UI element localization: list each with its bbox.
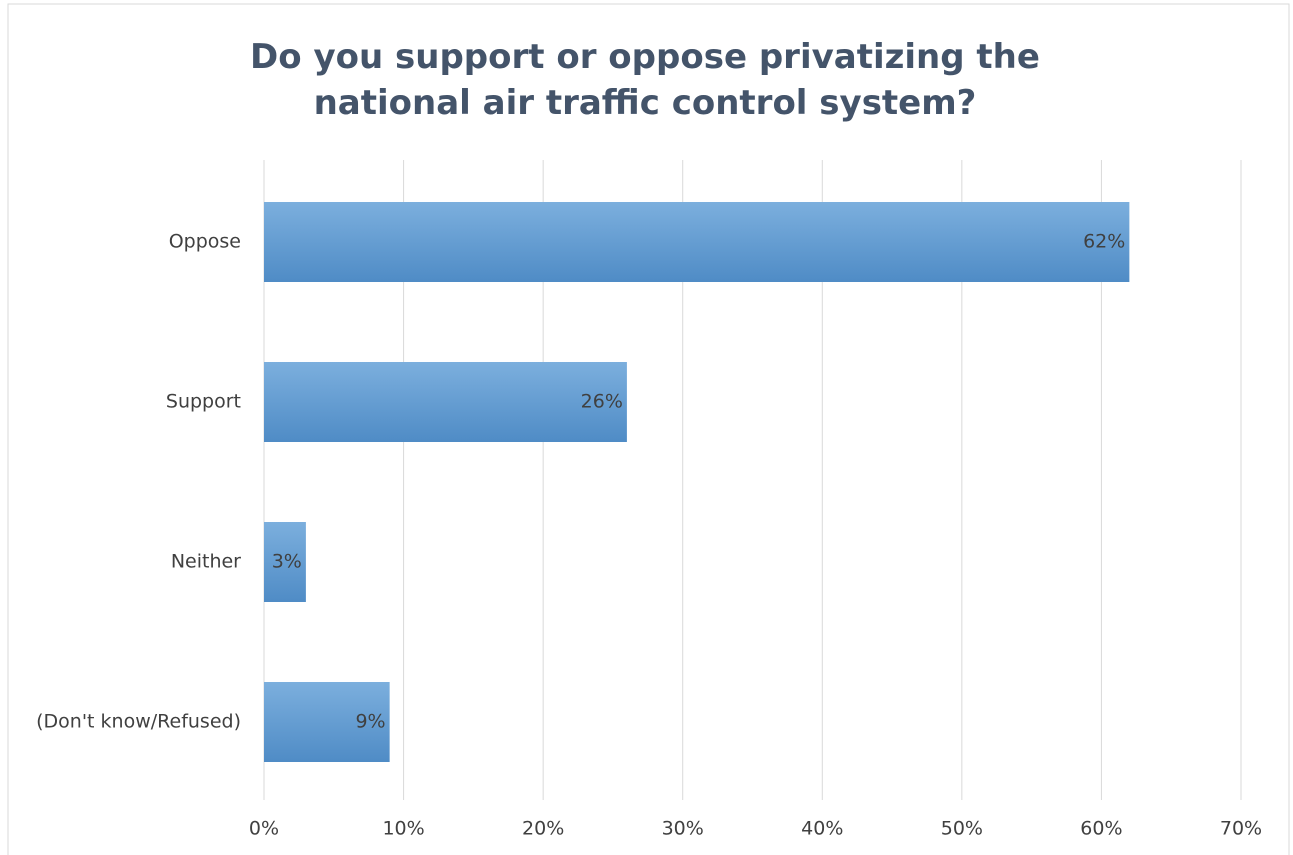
data-label: 3%	[272, 551, 302, 573]
bar-shade	[264, 362, 627, 442]
x-tick-label: 0%	[249, 818, 279, 840]
data-label: 62%	[1083, 231, 1125, 253]
x-tick-label: 40%	[801, 818, 843, 840]
bar-shade	[264, 522, 306, 602]
x-tick-label: 30%	[662, 818, 704, 840]
bar-shade	[264, 682, 390, 762]
y-tick-label: Neither	[171, 551, 241, 573]
x-tick-label: 60%	[1080, 818, 1122, 840]
chart-title: Do you support or oppose privatizing the…	[250, 37, 1040, 123]
chart-frame	[7, 3, 1290, 855]
x-tick-label: 50%	[941, 818, 983, 840]
bar-shade	[264, 202, 1130, 282]
y-tick-label: Support	[166, 391, 241, 413]
x-tick-label: 10%	[382, 818, 424, 840]
data-label: 9%	[355, 711, 385, 733]
x-tick-label: 20%	[522, 818, 564, 840]
y-tick-label: (Don't know/Refused)	[36, 711, 241, 733]
x-tick-label: 70%	[1220, 818, 1262, 840]
y-tick-label: Oppose	[169, 231, 241, 253]
data-label: 26%	[581, 391, 623, 413]
